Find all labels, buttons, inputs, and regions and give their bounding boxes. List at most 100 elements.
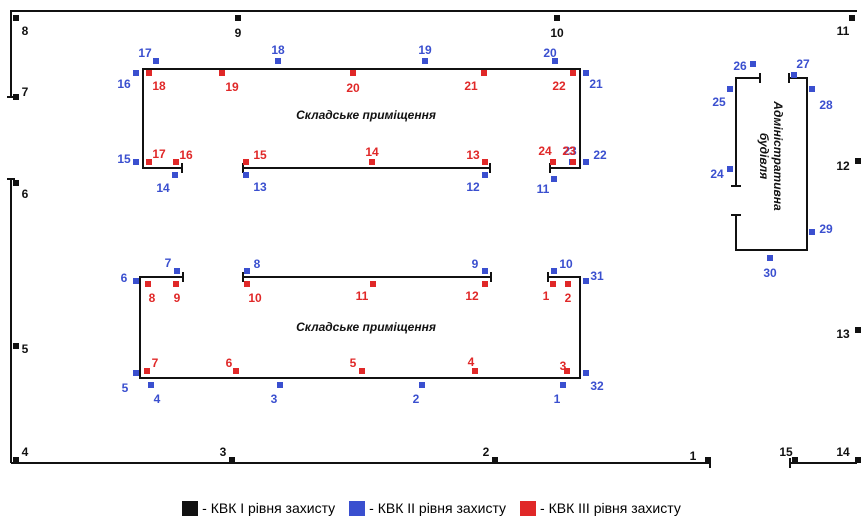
level2-checkpoint-26-label: 26 xyxy=(733,59,747,73)
level3-checkpoint-2-label: 2 xyxy=(565,291,572,305)
perimeter-fence xyxy=(7,10,857,468)
level1-checkpoint-6-marker xyxy=(13,180,19,186)
level2-checkpoint-13-label: 13 xyxy=(253,180,267,194)
level2-checkpoint-20-label: 20 xyxy=(543,46,557,60)
level1-checkpoint-5-label: 5 xyxy=(22,342,29,356)
level2-checkpoint-16-marker xyxy=(133,70,139,76)
level1-checkpoint-10-label: 10 xyxy=(550,26,564,40)
level2-checkpoint-30-label: 30 xyxy=(763,266,777,280)
level1-checkpoint-7-label: 7 xyxy=(22,85,29,99)
level2-checkpoint-19-label: 19 xyxy=(418,43,432,57)
level3-checkpoint-21-marker xyxy=(481,70,487,76)
level2-checkpoint-25-label: 25 xyxy=(712,95,726,109)
level1-checkpoint-13-marker xyxy=(855,327,861,333)
level2-checkpoint-12-label: 12 xyxy=(466,180,480,194)
level2-checkpoint-27-marker xyxy=(791,72,797,78)
legend-label-level1: - КВК І рівня захисту xyxy=(202,500,336,516)
level3-checkpoint-24-marker xyxy=(550,159,556,165)
level3-checkpoint-12-marker xyxy=(482,281,488,287)
level1-checkpoint-3-marker xyxy=(229,457,235,463)
legend-item-level1: - КВК І рівня захисту xyxy=(182,500,335,516)
level3-checkpoint-21-label: 21 xyxy=(464,79,478,93)
level3-checkpoint-23-marker xyxy=(570,159,576,165)
level1-checkpoint-8-label: 8 xyxy=(22,24,29,38)
level2-checkpoint-26-marker xyxy=(750,61,756,67)
level2-checkpoint-4-marker xyxy=(148,382,154,388)
level2-checkpoint-30-marker xyxy=(767,255,773,261)
level1-checkpoint-9-label: 9 xyxy=(235,26,242,40)
level2-checkpoint-7-marker xyxy=(174,268,180,274)
level3-checkpoint-16-label: 16 xyxy=(179,148,193,162)
level1-checkpoint-10-marker xyxy=(554,15,560,21)
level2-checkpoint-7-label: 7 xyxy=(165,256,172,270)
warehouse-bottom-walls xyxy=(139,272,581,379)
level2-checkpoint-1-marker xyxy=(560,382,566,388)
legend: - КВК І рівня захисту - КВК ІІ рівня зах… xyxy=(0,498,863,518)
level2-checkpoint-9-marker xyxy=(482,268,488,274)
level2-checkpoint-11-marker xyxy=(551,176,557,182)
level3-checkpoint-8-marker xyxy=(145,281,151,287)
level3-checkpoint-4-label: 4 xyxy=(468,355,475,369)
level2-checkpoint-15-marker xyxy=(133,159,139,165)
level3-checkpoint-19-label: 19 xyxy=(225,80,239,94)
level2-checkpoint-5-marker xyxy=(133,370,139,376)
level2-checkpoint-6-label: 6 xyxy=(121,271,128,285)
level1-checkpoint-12-marker xyxy=(855,158,861,164)
level1-checkpoint-1-label: 1 xyxy=(690,449,697,463)
level3-checkpoint-12-label: 12 xyxy=(465,289,479,303)
warehouse-bottom-title: Складське приміщення xyxy=(296,320,436,334)
level2-checkpoint-2-label: 2 xyxy=(413,392,420,406)
level2-checkpoint-29-label: 29 xyxy=(819,222,833,236)
admin-building-title: Адміністративна будівля xyxy=(757,100,785,211)
security-plan-diagram: Складське приміщення Складське приміщенн… xyxy=(7,10,861,468)
level2-checkpoint-4-label: 4 xyxy=(154,392,161,406)
level2-checkpoint-13-marker xyxy=(243,172,249,178)
level2-checkpoint-29-marker xyxy=(809,229,815,235)
level3-checkpoint-5-label: 5 xyxy=(350,356,357,370)
level3-checkpoint-10-label: 10 xyxy=(248,291,262,305)
level2-checkpoint-31-marker xyxy=(583,278,589,284)
level3-checkpoint-5-marker xyxy=(359,368,365,374)
level3-checkpoint-20-label: 20 xyxy=(346,81,360,95)
level1-checkpoint-3-label: 3 xyxy=(220,445,227,459)
level3-checkpoint-15-label: 15 xyxy=(253,148,267,162)
level1-checkpoint-4-label: 4 xyxy=(22,445,29,459)
level3-checkpoint-1-marker xyxy=(550,281,556,287)
level1-checkpoint-1-marker xyxy=(705,457,711,463)
level3-checkpoint-18-marker xyxy=(146,70,152,76)
level2-checkpoint-22-label: 22 xyxy=(593,148,607,162)
level3-checkpoint-4-marker xyxy=(472,368,478,374)
level3-checkpoint-8-label: 8 xyxy=(149,291,156,305)
level3-checkpoint-14-label: 14 xyxy=(365,145,379,159)
level3-checkpoint-6-label: 6 xyxy=(226,356,233,370)
level3-checkpoint-17-marker xyxy=(146,159,152,165)
level2-checkpoint-17-marker xyxy=(153,58,159,64)
level3-checkpoint-22-label: 22 xyxy=(552,79,566,93)
level1-checkpoint-4-marker xyxy=(13,457,19,463)
level3-checkpoint-3-label: 3 xyxy=(560,359,567,373)
level3-checkpoint-2-marker xyxy=(565,281,571,287)
legend-label-level3: - КВК ІІІ рівня захисту xyxy=(540,500,681,516)
admin-title-line-1: Адміністративна xyxy=(771,100,785,211)
level1-checkpoint-9-marker xyxy=(235,15,241,21)
level1-checkpoint-11-label: 11 xyxy=(837,24,850,38)
level2-checkpoint-28-label: 28 xyxy=(819,98,833,112)
level3-checkpoint-1-label: 1 xyxy=(543,289,550,303)
level1-checkpoint-14-label: 14 xyxy=(836,445,850,459)
level3-checkpoint-9-marker xyxy=(173,281,179,287)
level1-checkpoint-14-marker xyxy=(855,457,861,463)
level2-checkpoint-22-marker xyxy=(583,159,589,165)
level2-checkpoint-3-marker xyxy=(277,382,283,388)
level2-checkpoint-18-label: 18 xyxy=(271,43,285,57)
level2-checkpoint-10-label: 10 xyxy=(559,257,573,271)
level2-checkpoint-10-marker xyxy=(551,268,557,274)
level3-checkpoint-13-label: 13 xyxy=(466,148,480,162)
level2-checkpoint-21-marker xyxy=(583,70,589,76)
level2-checkpoint-20-marker xyxy=(552,58,558,64)
warehouse-top-walls xyxy=(142,68,581,173)
level3-checkpoint-16-marker xyxy=(173,159,179,165)
level2-checkpoint-32-label: 32 xyxy=(590,379,604,393)
legend-swatch-level1 xyxy=(182,500,199,516)
level3-checkpoint-10-marker xyxy=(244,281,250,287)
